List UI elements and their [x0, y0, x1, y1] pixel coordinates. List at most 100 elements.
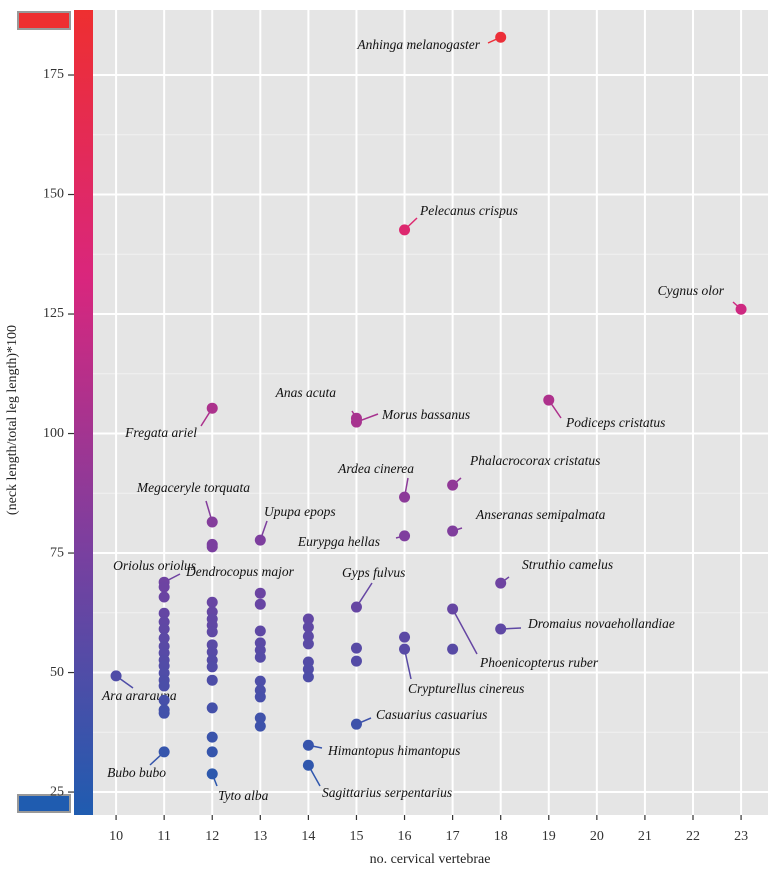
point [206, 646, 218, 658]
point [447, 603, 459, 615]
point [158, 623, 170, 635]
point [158, 581, 170, 593]
point-label: Crypturellus cinereus [408, 681, 524, 696]
point-label: Fregata ariel [124, 425, 197, 440]
point [399, 643, 411, 655]
point [302, 621, 314, 633]
point [302, 759, 314, 771]
leader-line [451, 608, 478, 655]
point-label: Podiceps cristatus [565, 415, 665, 430]
x-tick-label: 21 [638, 829, 652, 844]
point [350, 642, 362, 654]
point-label: Struthio camelus [522, 557, 613, 572]
x-tick-label: 20 [590, 829, 604, 844]
point-label: Himantopus himantopus [327, 743, 460, 758]
x-tick-label: 14 [301, 829, 315, 844]
y-tick-label: 150 [43, 187, 64, 202]
point [495, 31, 507, 43]
point-label: Ara ararauna [101, 688, 177, 703]
plot-panel [93, 10, 768, 815]
legend-key-high [17, 11, 71, 30]
x-tick-label: 22 [686, 829, 700, 844]
point [254, 675, 266, 687]
x-tick-label: 10 [109, 829, 123, 844]
point [206, 674, 218, 686]
x-tick-label: 13 [253, 829, 267, 844]
point [206, 626, 218, 638]
point-label: Eurypga hellas [297, 534, 380, 549]
point-label: Dendrocopus major [185, 564, 295, 579]
point [495, 577, 507, 589]
point [206, 746, 218, 758]
point [399, 491, 411, 503]
point [206, 516, 218, 528]
point [350, 416, 362, 428]
point-label: Megaceryle torquata [136, 480, 250, 495]
point-label: Casuarius casuarius [376, 707, 487, 722]
point [158, 591, 170, 603]
x-tick-label: 12 [205, 829, 219, 844]
point [495, 623, 507, 635]
y-tick-label: 75 [50, 545, 64, 560]
point-label: Anseranas semipalmata [475, 507, 606, 522]
point [302, 671, 314, 683]
x-tick-label: 18 [494, 829, 508, 844]
point [254, 587, 266, 599]
legend-key-low [17, 794, 71, 813]
y-tick-label: 25 [50, 784, 64, 799]
point [543, 394, 555, 406]
point [206, 661, 218, 673]
y-tick-label: 100 [43, 426, 64, 441]
x-tick-label: 19 [542, 829, 556, 844]
point [206, 596, 218, 608]
point [206, 541, 218, 553]
point [302, 630, 314, 642]
point-label: Gyps fulvus [342, 565, 405, 580]
point [158, 707, 170, 719]
point-label: Oriolus oriolus [113, 558, 196, 573]
point [302, 613, 314, 625]
point [447, 643, 459, 655]
point-label: Ardea cinerea [337, 461, 414, 476]
point [254, 691, 266, 703]
point [254, 534, 266, 546]
x-axis-title: no. cervical vertebrae [370, 852, 491, 867]
point [158, 680, 170, 692]
x-tick-label: 17 [446, 829, 460, 844]
point [158, 694, 170, 706]
point [399, 631, 411, 643]
point [158, 632, 170, 644]
point [302, 638, 314, 650]
point-label: Phoenicopterus ruber [479, 655, 599, 670]
point [399, 530, 411, 542]
point [735, 303, 747, 315]
x-tick-label: 23 [734, 829, 748, 844]
point [254, 720, 266, 732]
point [399, 224, 411, 236]
y-tick-label: 175 [43, 67, 64, 82]
point-label: Dromaius novaehollandiae [527, 616, 675, 631]
point [206, 702, 218, 714]
point [447, 479, 459, 491]
point [254, 651, 266, 663]
point-label: Cygnus olor [658, 283, 725, 298]
point [254, 598, 266, 610]
point [302, 739, 314, 751]
point-label: Phalacrocorax cristatus [469, 453, 600, 468]
point [110, 670, 122, 682]
point-label: Sagittarius serpentarius [322, 785, 452, 800]
point [206, 768, 218, 780]
point-label: Anhinga melanogaster [356, 37, 480, 52]
y-tick-label: 50 [50, 665, 64, 680]
color-bar [74, 10, 93, 815]
y-tick-label: 125 [43, 306, 64, 321]
x-tick-label: 15 [349, 829, 363, 844]
point-label: Pelecanus crispus [419, 203, 518, 218]
point [302, 663, 314, 675]
point-label: Tyto alba [218, 788, 269, 803]
x-tick-label: 11 [157, 829, 170, 844]
point [206, 402, 218, 414]
point [350, 601, 362, 613]
point [158, 607, 170, 619]
